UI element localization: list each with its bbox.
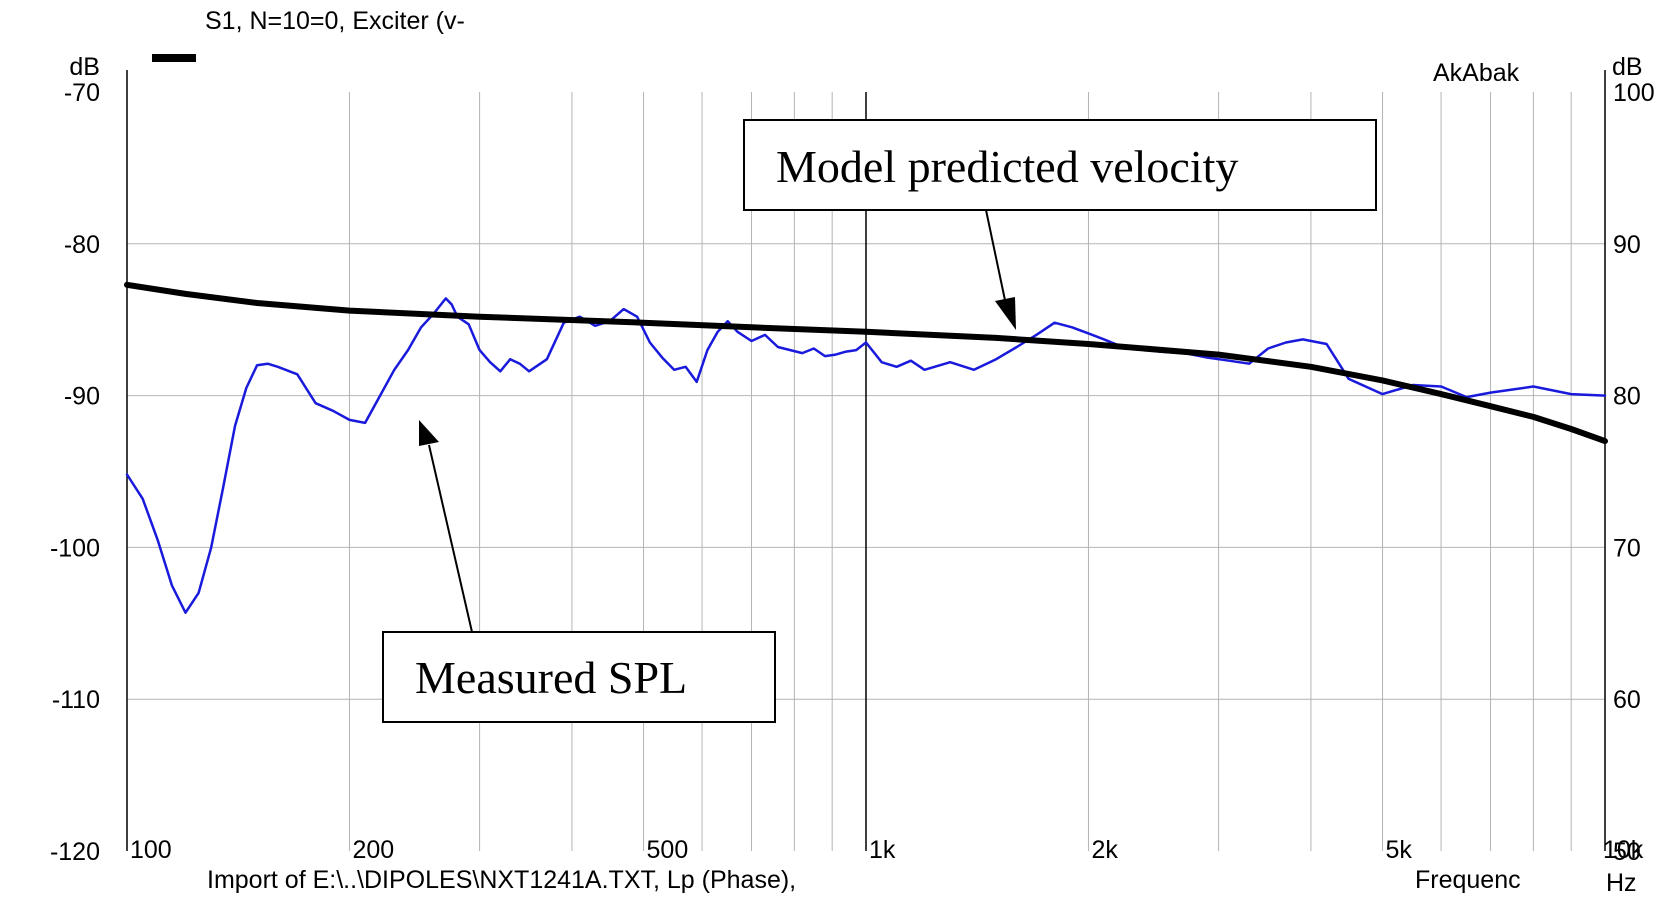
x-tick-label: 100: [130, 836, 172, 864]
x-tick-label: 10k: [1603, 836, 1644, 864]
left-axis-unit: dB: [69, 53, 100, 81]
left-tick-label: -80: [64, 231, 100, 259]
right-tick-labels: 100 90 80 70 60 50: [1613, 79, 1655, 866]
measured-callout-box: [382, 631, 776, 723]
measured-callout-arrow-line: [428, 444, 473, 633]
right-tick-label: 80: [1613, 383, 1641, 411]
left-tick-label: -110: [52, 686, 100, 714]
measured-callout-text: Measured SPL: [415, 652, 687, 703]
series-layer: [124, 281, 1608, 614]
model-velocity-line: [124, 281, 1608, 445]
model-callout-text: Model predicted velocity: [776, 141, 1238, 192]
import-label: Import of E:\..\DIPOLES\NXT1241A.TXT, Lp…: [207, 866, 796, 894]
x-axis-unit: Hz: [1606, 869, 1637, 897]
x-tick-label: 500: [647, 836, 689, 864]
right-tick-label: 100: [1613, 79, 1655, 107]
software-label: AkAbak: [1433, 59, 1520, 87]
x-axis-label: Frequenc: [1415, 866, 1521, 894]
right-tick-label: 70: [1613, 534, 1641, 562]
right-tick-label: 60: [1613, 686, 1641, 714]
model-callout-box: [743, 119, 1377, 211]
model-callout-arrowhead: [995, 297, 1016, 330]
left-tick-label: -70: [64, 79, 100, 107]
series-title: S1, N=10=0, Exciter (v-: [205, 7, 465, 35]
left-tick-label: -120: [50, 838, 100, 866]
right-tick-label: 50: [1613, 838, 1641, 866]
x-tick-label: 5k: [1386, 836, 1413, 864]
series-legend-swatch: [152, 54, 196, 62]
x-tick-labels: 100 200 500 1k 2k 5k 10k: [130, 836, 1644, 864]
x-tick-label: 200: [352, 836, 394, 864]
model-callout-arrow-line: [985, 209, 1007, 306]
right-tick-label: 90: [1613, 231, 1641, 259]
left-tick-label: -100: [50, 534, 100, 562]
x-tick-label: 2k: [1091, 836, 1118, 864]
plot-axes: [126, 70, 1606, 851]
measured-callout-arrowhead: [419, 420, 439, 446]
x-tick-label: 1k: [869, 836, 896, 864]
left-tick-labels: -70 -80 -90 -100 -110 -120: [50, 79, 100, 866]
right-axis-unit: dB: [1612, 53, 1643, 81]
left-tick-label: -90: [64, 383, 100, 411]
